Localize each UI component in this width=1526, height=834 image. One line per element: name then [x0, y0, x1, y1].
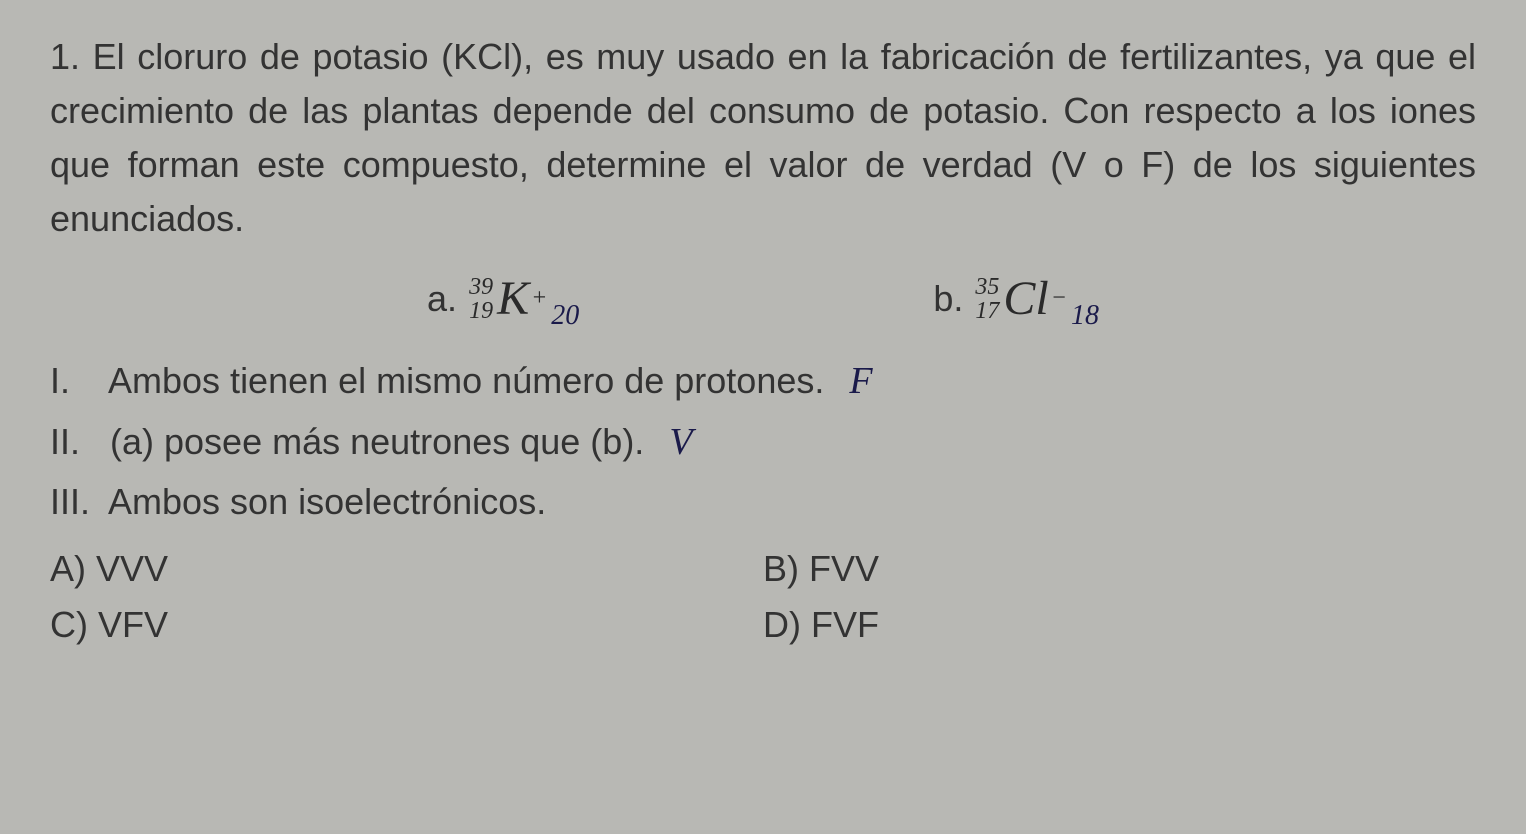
isotope-a-symbol: K — [497, 271, 529, 326]
option-d-value: FVF — [811, 604, 879, 645]
statement-ii-handwritten: V — [669, 412, 692, 473]
isotope-b-charge: − — [1051, 285, 1067, 312]
option-c-label: C) — [50, 604, 88, 645]
statement-ii-roman: II. — [50, 413, 100, 471]
isotope-b-atomic: 17 — [975, 299, 999, 323]
statement-ii: II. (a) posee más neutrones que (b). V — [50, 412, 1476, 473]
option-c-value: VFV — [98, 604, 168, 645]
statement-iii: III. Ambos son isoelectrónicos. — [50, 473, 1476, 531]
options-grid: A) VVV B) FVV C) VFV D) FVF — [50, 548, 1476, 646]
isotope-b-label: b. — [933, 278, 963, 320]
option-d-label: D) — [763, 604, 801, 645]
statement-ii-text: (a) posee más neutrones que (b). — [110, 421, 644, 462]
isotope-b: b. 35 17 Cl − 18 — [933, 271, 1099, 326]
isotope-a-atomic: 19 — [469, 299, 493, 323]
statements-block: I. Ambos tienen el mismo número de proto… — [50, 351, 1476, 530]
question-text: 1. El cloruro de potasio (KCl), es muy u… — [50, 30, 1476, 246]
statement-iii-roman: III. — [50, 473, 100, 531]
statement-i-text: Ambos tienen el mismo número de protones… — [108, 360, 824, 401]
option-a[interactable]: A) VVV — [50, 548, 763, 590]
isotope-b-symbol: Cl — [1003, 271, 1048, 326]
option-d[interactable]: D) FVF — [763, 604, 1476, 646]
statement-iii-text: Ambos son isoelectrónicos. — [108, 481, 546, 522]
isotope-a: a. 39 19 K + 20 — [427, 271, 579, 326]
statement-i: I. Ambos tienen el mismo número de proto… — [50, 351, 1476, 412]
option-b-value: FVV — [809, 548, 879, 589]
isotopes-row: a. 39 19 K + 20 b. 35 17 Cl − 18 — [50, 271, 1476, 326]
isotope-a-handwritten: 20 — [551, 300, 579, 332]
option-b[interactable]: B) FVV — [763, 548, 1476, 590]
isotope-b-notation: 35 17 Cl − — [975, 271, 1067, 326]
statement-i-roman: I. — [50, 352, 100, 410]
option-a-value: VVV — [96, 548, 168, 589]
isotope-b-mass: 35 — [975, 275, 999, 299]
option-c[interactable]: C) VFV — [50, 604, 763, 646]
isotope-a-label: a. — [427, 278, 457, 320]
isotope-a-notation: 39 19 K + — [469, 271, 547, 326]
question-number: 1. — [50, 36, 80, 77]
question-body: El cloruro de potasio (KCl), es muy usad… — [50, 36, 1476, 239]
isotope-b-handwritten: 18 — [1071, 300, 1099, 332]
statement-i-handwritten: F — [849, 351, 872, 412]
option-b-label: B) — [763, 548, 799, 589]
option-a-label: A) — [50, 548, 86, 589]
isotope-a-charge: + — [531, 285, 547, 312]
isotope-a-mass: 39 — [469, 275, 493, 299]
